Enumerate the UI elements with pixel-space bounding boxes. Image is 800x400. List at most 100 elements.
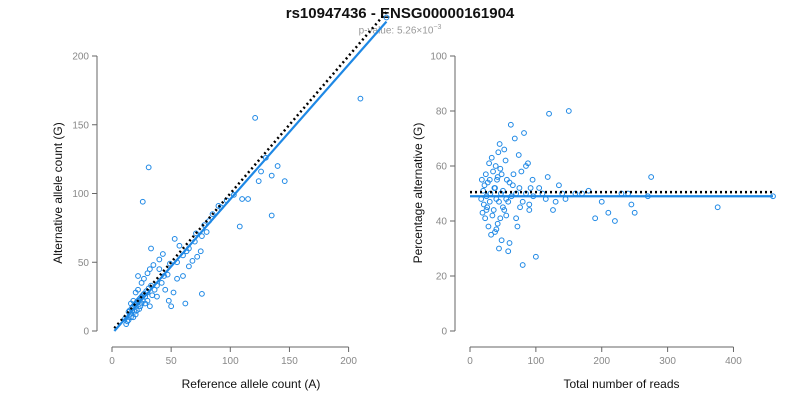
data-point <box>631 209 638 216</box>
data-point <box>159 251 166 257</box>
data-point <box>506 240 513 246</box>
data-point <box>516 185 523 191</box>
data-point <box>529 176 536 183</box>
data-point <box>488 154 495 161</box>
data-point <box>171 235 178 242</box>
data-point <box>486 160 493 167</box>
x-axis-title: Total number of reads <box>563 377 679 391</box>
data-point <box>503 212 510 219</box>
data-point <box>239 196 246 202</box>
data-point <box>189 257 196 264</box>
data-point <box>148 245 154 252</box>
data-point <box>628 201 635 208</box>
data-point <box>500 204 506 211</box>
data-point <box>513 215 520 222</box>
data-point <box>492 163 499 169</box>
data-point <box>523 163 529 169</box>
data-point <box>490 207 497 213</box>
data-point <box>521 130 527 136</box>
data-point <box>150 262 157 268</box>
y-tick-label: 80 <box>436 107 448 118</box>
data-point <box>494 174 501 180</box>
y-tick-label: 0 <box>83 327 89 338</box>
x-tick-label: 200 <box>593 356 610 367</box>
data-point <box>203 229 210 235</box>
y-tick-label: 200 <box>72 52 89 63</box>
data-point <box>123 321 130 328</box>
x-tick-label: 150 <box>281 356 298 367</box>
data-point <box>556 182 562 189</box>
data-point <box>151 286 158 293</box>
x-tick-label: 0 <box>109 356 115 367</box>
data-point <box>546 110 552 117</box>
data-point <box>495 149 502 156</box>
data-point <box>193 230 199 237</box>
data-point <box>526 207 533 213</box>
data-point <box>236 223 243 230</box>
data-point <box>156 266 163 273</box>
data-point <box>199 233 205 240</box>
data-point <box>565 108 572 114</box>
data-point <box>230 191 237 198</box>
data-point <box>199 290 205 297</box>
data-point <box>209 211 216 218</box>
y-axis-title: Alternative allele count (G) <box>51 122 65 263</box>
data-point <box>517 204 523 211</box>
left-scatter-panel: 0 50 100 150 200 0 50 100 150 200 Reference allele… <box>51 11 390 391</box>
data-point <box>488 231 494 238</box>
data-point <box>130 314 137 321</box>
data-point <box>176 242 183 249</box>
data-point <box>612 218 618 224</box>
data-point <box>526 201 533 208</box>
data-point <box>486 176 493 183</box>
data-point <box>605 209 612 216</box>
y-tick-label: 0 <box>441 327 447 338</box>
data-point <box>494 176 500 183</box>
data-point <box>498 171 505 178</box>
data-point <box>255 178 262 185</box>
data-point <box>383 14 390 21</box>
data-point <box>501 207 508 213</box>
data-point <box>481 182 488 189</box>
data-point <box>519 262 526 268</box>
data-point <box>496 141 503 147</box>
data-point <box>144 297 151 304</box>
x-tick-label: 0 <box>467 356 473 367</box>
data-point <box>648 174 655 180</box>
data-point <box>492 229 498 235</box>
data-point <box>536 185 543 191</box>
data-point <box>506 179 513 186</box>
data-point <box>197 248 204 255</box>
x-tick-label: 100 <box>528 356 545 367</box>
data-point <box>146 303 153 310</box>
data-point <box>268 172 275 179</box>
y-tick-label: 40 <box>436 217 448 228</box>
data-point <box>510 171 517 178</box>
data-point <box>550 207 556 213</box>
data-point <box>592 215 599 222</box>
data-point <box>141 275 147 282</box>
data-point <box>170 289 177 296</box>
data-point <box>146 266 153 273</box>
data-point <box>125 317 132 323</box>
y-tick-label: 60 <box>436 162 448 173</box>
x-tick-label: 50 <box>166 356 178 367</box>
data-point <box>714 204 721 211</box>
data-point <box>585 187 592 194</box>
data-point <box>165 297 172 304</box>
data-point <box>252 114 259 121</box>
data-point <box>505 248 512 255</box>
data-point <box>492 185 498 191</box>
data-point <box>519 198 526 205</box>
data-point <box>479 209 486 216</box>
data-point <box>514 223 521 230</box>
data-point <box>498 237 505 244</box>
y-tick-label: 100 <box>72 189 89 200</box>
data-point <box>194 253 201 260</box>
data-point <box>281 178 288 185</box>
x-axis-title: Reference allele count (A) <box>182 377 321 391</box>
data-point <box>496 198 502 205</box>
x-tick-label: 400 <box>725 356 742 367</box>
data-point <box>478 176 485 183</box>
data-point <box>138 279 145 286</box>
